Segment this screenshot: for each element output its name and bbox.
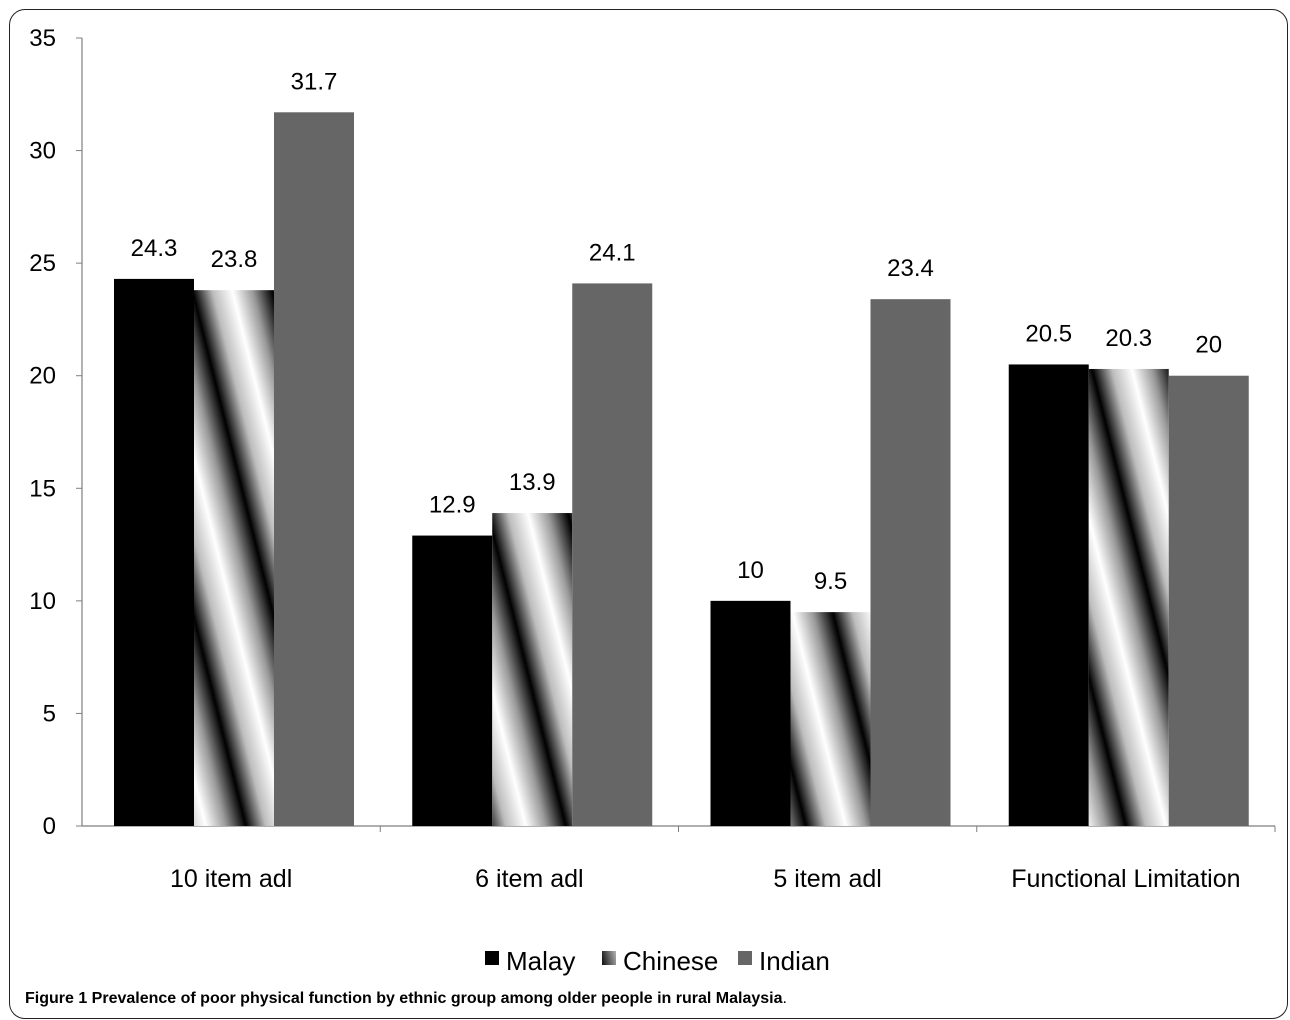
x-tick-label: Functional Limitation	[1011, 865, 1240, 893]
y-tick-label: 35	[29, 25, 56, 52]
bar-malay	[1008, 364, 1089, 826]
bar-indian	[572, 283, 653, 826]
y-tick-label: 15	[29, 475, 56, 502]
data-label: 24.3	[131, 235, 178, 262]
y-tick-label: 5	[43, 700, 56, 727]
bar-malay	[710, 600, 791, 826]
legend-swatch-malay	[485, 951, 499, 965]
data-label: 12.9	[429, 492, 476, 519]
data-label: 20.3	[1105, 325, 1152, 352]
x-tick-label: 6 item adl	[475, 865, 583, 893]
bar-malay	[412, 535, 493, 826]
data-label: 9.5	[814, 568, 847, 595]
y-tick-label: 25	[29, 250, 56, 277]
figure-caption: Figure 1 Prevalence of poor physical fun…	[25, 990, 787, 1008]
data-label: 31.7	[291, 68, 338, 95]
bar-chinese	[1088, 368, 1169, 826]
bar-indian	[274, 112, 354, 827]
y-tick-label: 20	[29, 363, 56, 390]
y-tick-label: 30	[29, 138, 56, 165]
caption-label: Figure 1	[25, 990, 88, 1007]
bar-chinese	[194, 290, 274, 826]
bar-chinese	[492, 513, 573, 826]
bar-chart: 0 5 10 15 20 25 30 35 10 item adl 6 item adl 5 ite…	[29, 25, 1276, 976]
x-tick-label: 10 item adl	[170, 865, 292, 893]
bar-indian	[870, 299, 951, 826]
axes: 0 5 10 15 20 25 30 35 10 item adl 6 item adl 5 ite…	[29, 25, 1276, 893]
bar-indian	[1168, 375, 1249, 826]
data-label: 10	[737, 557, 764, 584]
y-tick-label: 0	[43, 813, 56, 840]
data-label: 20	[1195, 332, 1222, 359]
caption-text: Prevalence of poor physical function by …	[87, 990, 783, 1007]
x-tick-label: 5 item adl	[773, 865, 881, 893]
legend-swatch-indian	[738, 951, 752, 965]
caption-end: .	[782, 990, 787, 1007]
bars	[114, 112, 1249, 827]
y-tick-label: 10	[29, 588, 56, 615]
data-labels: 24.3 23.8 31.7 12.9 13.9 24.1 10 9.5 23.4 20.5 20.…	[131, 68, 1222, 595]
legend-label: Malay	[506, 946, 575, 976]
data-label: 20.5	[1025, 320, 1072, 347]
bar-chinese	[790, 612, 871, 826]
figure-frame	[9, 9, 1288, 1019]
data-label: 13.9	[509, 469, 556, 496]
legend-swatch-chinese	[602, 951, 616, 965]
legend-label: Indian	[759, 946, 830, 976]
legend-label: Chinese	[623, 946, 718, 976]
legend: Malay Chinese Indian	[485, 946, 830, 976]
data-label: 23.8	[211, 246, 258, 273]
bar-malay	[114, 278, 194, 827]
data-label: 23.4	[887, 255, 934, 282]
data-label: 24.1	[589, 239, 636, 266]
